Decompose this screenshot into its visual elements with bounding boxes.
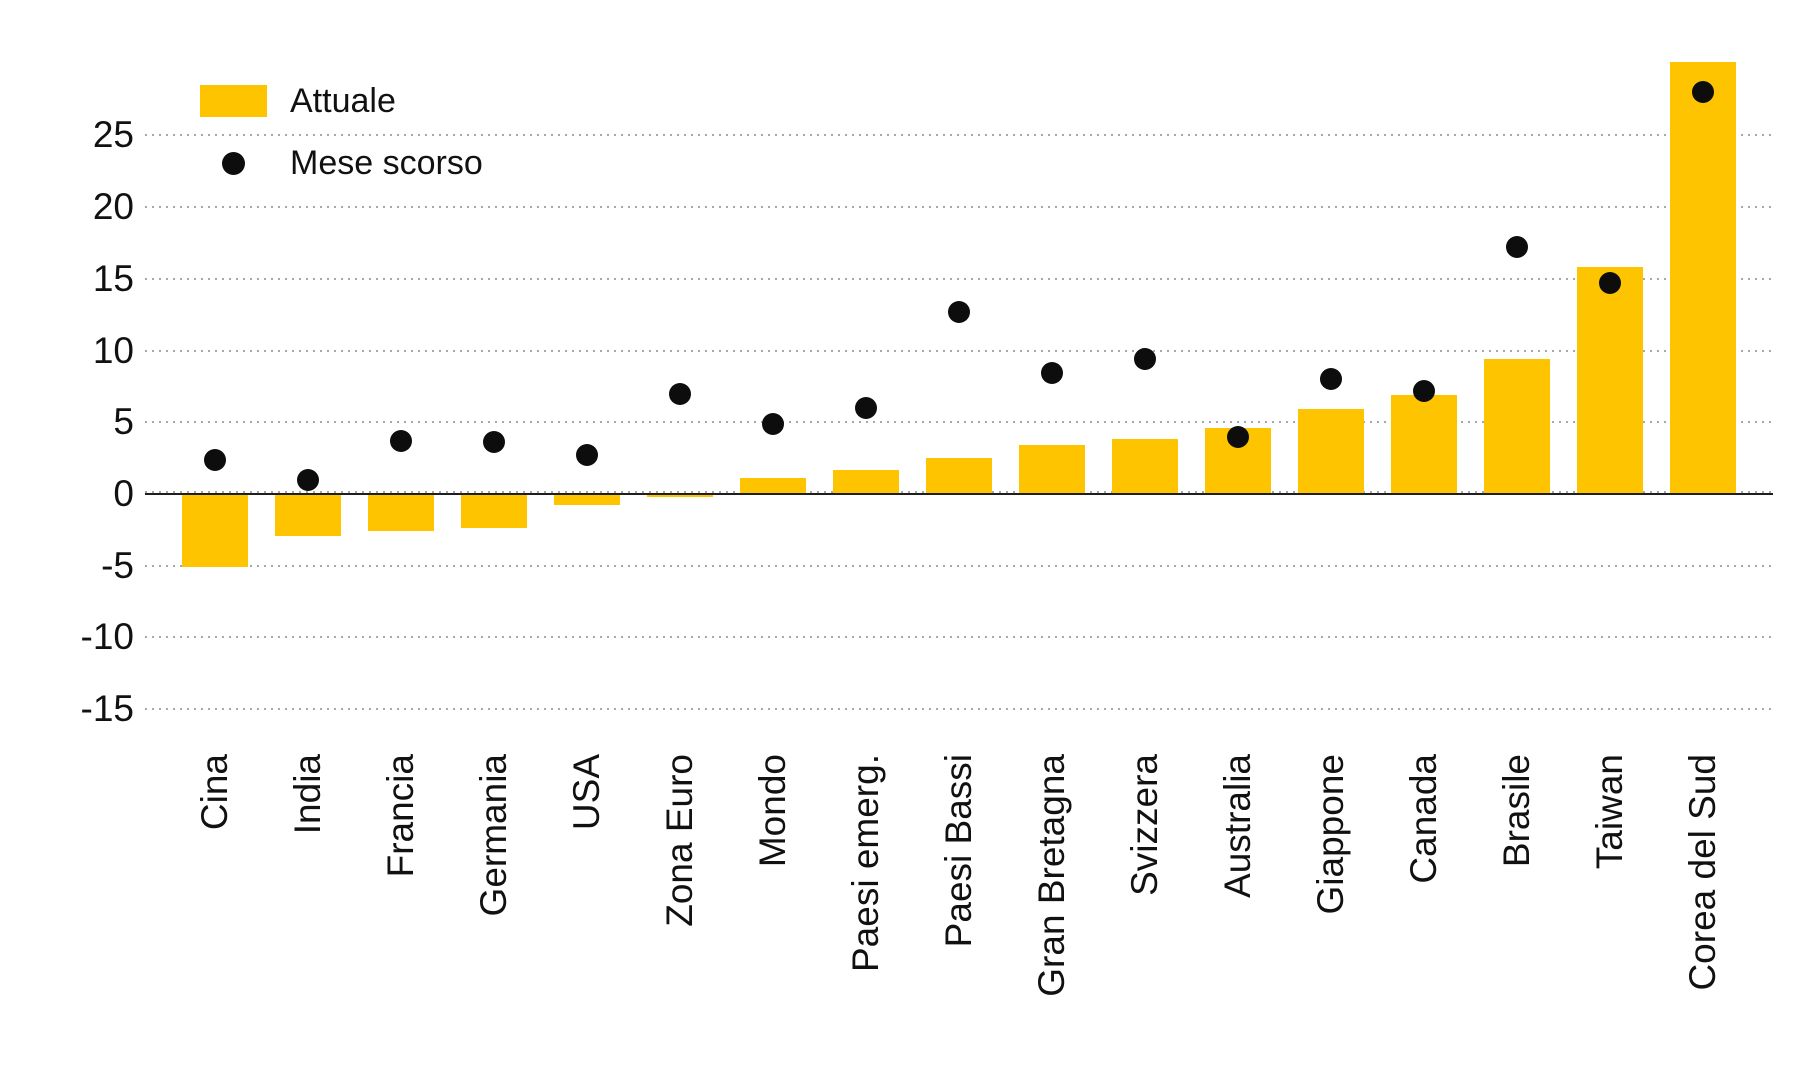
mese-scorso-dot xyxy=(389,429,412,452)
bar-swatch-icon xyxy=(200,85,267,117)
legend-key-cell xyxy=(200,85,267,117)
y-tick-label: -10 xyxy=(80,616,134,658)
attuale-bar xyxy=(739,478,806,494)
gridline xyxy=(145,636,1773,639)
x-tick-label: Giappone xyxy=(1310,754,1352,915)
legend-label-attuale: Attuale xyxy=(290,82,396,120)
attuale-bar xyxy=(1670,62,1737,494)
attuale-bar xyxy=(1391,394,1458,494)
mese-scorso-dot xyxy=(1227,425,1250,448)
x-tick-label: Zona Euro xyxy=(658,754,700,927)
attuale-bar xyxy=(832,469,899,494)
attuale-bar xyxy=(274,494,341,536)
y-tick-label: 20 xyxy=(92,186,134,228)
legend-item-mese-scorso: Mese scorso xyxy=(200,145,483,181)
x-tick-label: Paesi emerg. xyxy=(844,754,886,972)
x-tick-label: India xyxy=(286,754,328,835)
gridline xyxy=(145,206,1773,209)
x-tick-label: Canada xyxy=(1403,754,1445,884)
mese-scorso-dot xyxy=(854,396,877,419)
gridline xyxy=(145,277,1773,280)
x-tick-label: Taiwan xyxy=(1589,754,1631,870)
mese-scorso-dot xyxy=(482,431,505,454)
mese-scorso-dot xyxy=(948,300,970,323)
y-tick-label: -5 xyxy=(101,544,134,586)
attuale-bar xyxy=(553,494,620,506)
x-tick-label: Svizzera xyxy=(1124,754,1166,896)
y-tick-label: 0 xyxy=(113,473,134,514)
x-tick-label: Mondo xyxy=(751,754,793,868)
mese-scorso-dot xyxy=(203,448,226,471)
mese-scorso-dot xyxy=(1041,362,1064,385)
x-tick-label: USA xyxy=(565,754,607,831)
y-tick-label: 15 xyxy=(92,257,134,299)
mese-scorso-dot xyxy=(668,382,691,405)
zero-axis-line xyxy=(145,493,1773,495)
legend-item-attuale: Attuale xyxy=(200,83,483,119)
x-tick-label: Gran Bretagna xyxy=(1031,754,1073,997)
mese-scorso-dot xyxy=(1413,379,1436,402)
legend: Attuale Mese scorso xyxy=(200,83,483,181)
attuale-bar xyxy=(1112,439,1179,494)
y-tick-label: 25 xyxy=(92,114,134,156)
x-tick-label: Cina xyxy=(193,754,235,831)
dot-icon xyxy=(222,151,245,175)
mese-scorso-dot xyxy=(1506,236,1529,259)
x-tick-label: Germania xyxy=(472,754,514,917)
y-tick-label: -15 xyxy=(80,688,134,730)
attuale-bar xyxy=(460,494,527,529)
gridline xyxy=(145,708,1773,711)
x-tick-label: Brasile xyxy=(1496,754,1538,868)
mese-scorso-dot xyxy=(1320,368,1343,391)
mese-scorso-dot xyxy=(575,444,598,467)
mese-scorso-dot xyxy=(296,468,319,491)
attuale-bar xyxy=(1577,267,1644,494)
gridline xyxy=(145,421,1773,424)
attuale-bar xyxy=(181,494,248,568)
x-tick-label: Paesi Bassi xyxy=(938,754,979,948)
attuale-bar xyxy=(367,494,434,532)
y-tick-label: 5 xyxy=(113,401,134,443)
gridline xyxy=(145,349,1773,352)
legend-key-cell xyxy=(200,151,267,175)
x-tick-label: Corea del Sud xyxy=(1682,754,1724,991)
mese-scorso-dot xyxy=(1692,81,1715,104)
gridline xyxy=(145,564,1773,567)
mese-scorso-dot xyxy=(761,412,784,435)
attuale-bar xyxy=(646,494,713,497)
attuale-bar xyxy=(1019,445,1086,494)
y-tick-label: 10 xyxy=(92,329,134,371)
attuale-bar xyxy=(1298,409,1365,494)
attuale-bar xyxy=(1484,359,1551,494)
mese-scorso-dot xyxy=(1599,272,1622,295)
attuale-bar xyxy=(926,458,992,494)
x-tick-label: Australia xyxy=(1217,754,1259,898)
x-tick-label: Francia xyxy=(379,754,421,878)
mese-scorso-dot xyxy=(1134,348,1157,371)
gridline xyxy=(145,134,1773,137)
legend-label-mese-scorso: Mese scorso xyxy=(290,144,483,182)
